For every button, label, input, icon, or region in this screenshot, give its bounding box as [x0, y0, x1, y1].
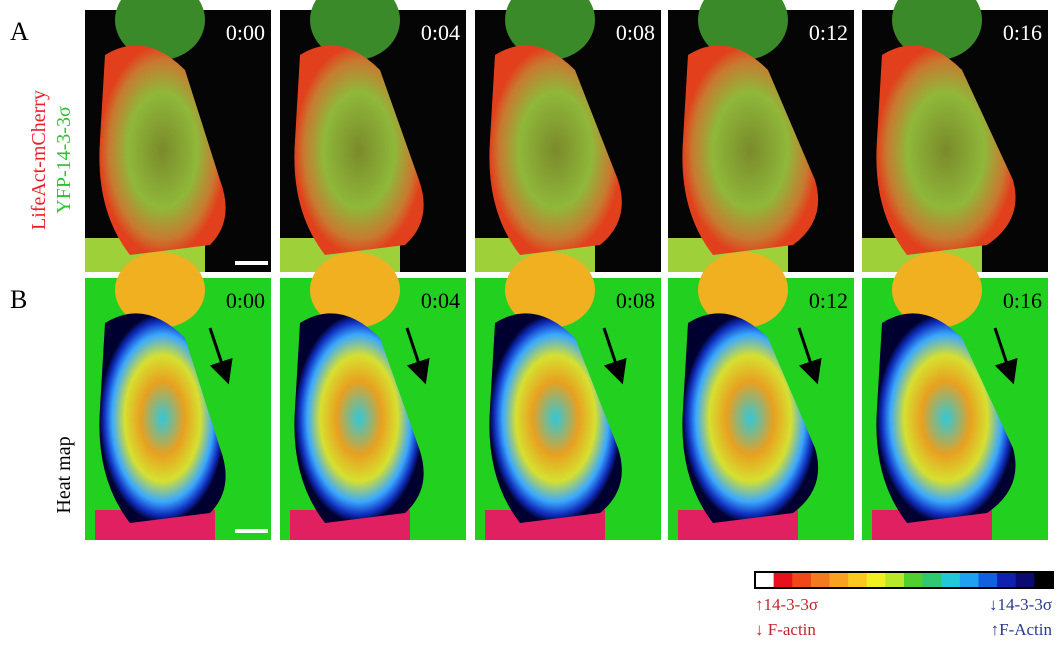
colorbar-left-label: ↓ F-actin [755, 620, 816, 639]
colorbar-cell [774, 572, 793, 588]
colorbar-cell [1034, 572, 1053, 588]
time-stamp: 0:04 [421, 288, 460, 313]
colorbar-cell [755, 572, 774, 588]
image-panel: 0:00 [85, 0, 271, 272]
colorbar-cell [904, 572, 923, 588]
time-stamp: 0:08 [616, 288, 655, 313]
image-panel: 0:04 [280, 0, 466, 272]
image-panel: 0:04 [280, 252, 466, 540]
colorbar [755, 572, 1054, 588]
colorbar-cell [960, 572, 979, 588]
time-stamp: 0:12 [809, 288, 848, 313]
colorbar-left-label: ↑14-3-3σ [755, 595, 818, 614]
image-panel: 0:12 [668, 0, 854, 272]
image-panel: 0:08 [475, 252, 661, 540]
colorbar-right-label: ↑F-Actin [991, 620, 1053, 639]
colorbar-cell [979, 572, 998, 588]
colorbar-cell [830, 572, 849, 588]
colorbar-cell [867, 572, 886, 588]
panel-row: B 0:00 0:04 0:08 0:12 0:16 [10, 252, 1048, 540]
colorbar-cell [923, 572, 942, 588]
side-label: Heat map [53, 436, 75, 513]
colorbar-cell [997, 572, 1016, 588]
colorbar-cell [885, 572, 904, 588]
time-stamp: 0:12 [809, 20, 848, 45]
time-stamp: 0:00 [226, 20, 265, 45]
panel-row: A 0:00 0:04 0:08 0:12 0:16 [10, 0, 1048, 272]
time-stamp: 0:08 [616, 20, 655, 45]
image-panel: 0:16 [862, 252, 1048, 540]
time-stamp: 0:16 [1003, 20, 1042, 45]
image-panel: 0:12 [668, 252, 854, 540]
colorbar-cell [792, 572, 811, 588]
side-label: LifeAct-mCherry [28, 90, 50, 230]
colorbar-cell [848, 572, 867, 588]
colorbar-cell [811, 572, 830, 588]
image-panel: 0:16 [862, 0, 1048, 272]
colorbar-cell [1016, 572, 1035, 588]
side-label: YFP-14-3-3σ [53, 106, 75, 214]
figure: ↑14-3-3σ ↓ F-actin ↓14-3-3σ ↑F-Actin A 0:… [0, 0, 1058, 646]
time-stamp: 0:00 [226, 288, 265, 313]
row-label: A [10, 17, 29, 46]
colorbar-cell [941, 572, 960, 588]
colorbar-right-label: ↓14-3-3σ [989, 595, 1052, 614]
time-stamp: 0:16 [1003, 288, 1042, 313]
row-label: B [10, 285, 27, 314]
time-stamp: 0:04 [421, 20, 460, 45]
image-panel: 0:08 [475, 0, 661, 272]
image-panel: 0:00 [85, 252, 271, 540]
